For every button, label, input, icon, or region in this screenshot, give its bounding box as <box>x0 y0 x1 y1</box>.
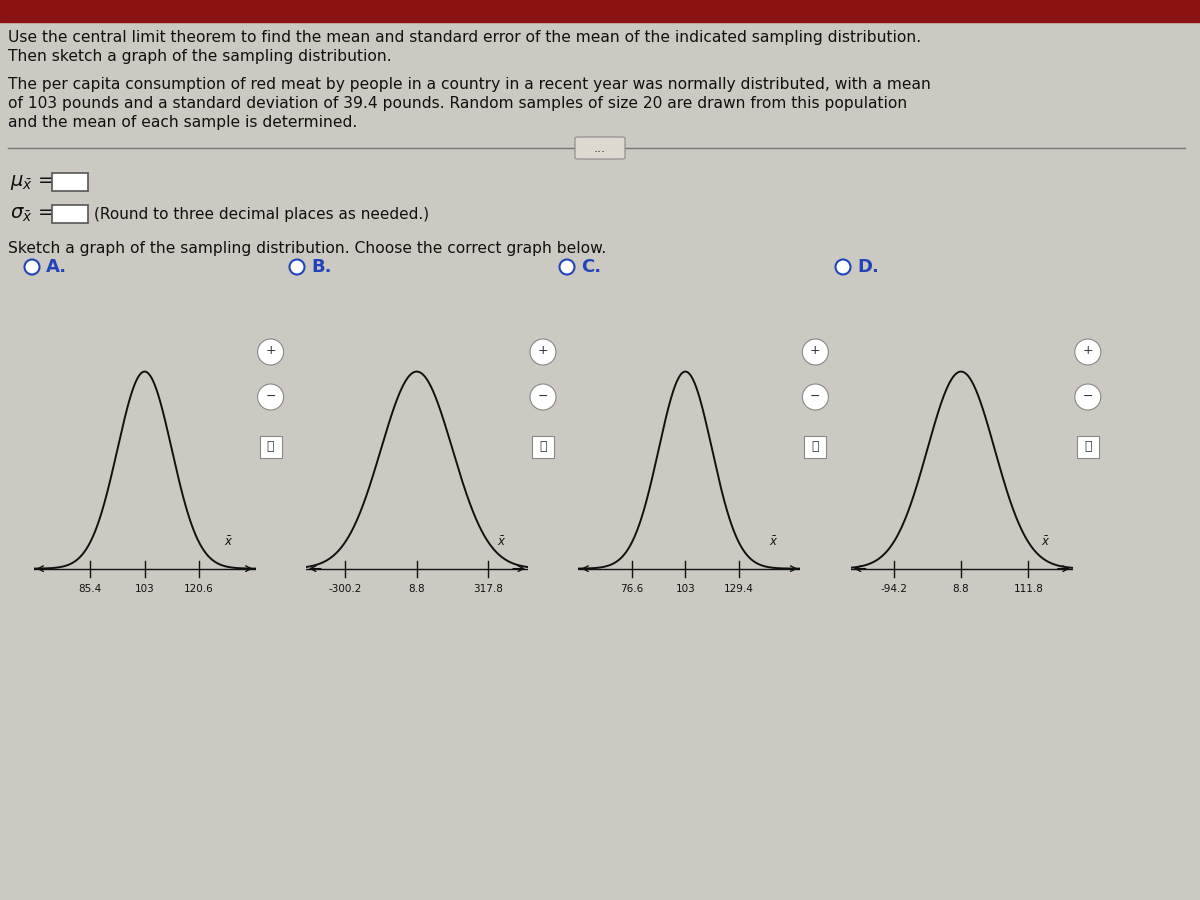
Circle shape <box>258 384 283 410</box>
Bar <box>0 0 1200 22</box>
Text: +: + <box>810 345 821 357</box>
Circle shape <box>1075 384 1100 410</box>
Text: C.: C. <box>581 258 601 276</box>
Text: Use the central limit theorem to find the mean and standard error of the mean of: Use the central limit theorem to find th… <box>8 30 922 45</box>
Circle shape <box>530 384 556 410</box>
Bar <box>1076 436 1099 458</box>
Circle shape <box>289 259 305 274</box>
Text: D.: D. <box>857 258 878 276</box>
Bar <box>52 205 88 223</box>
Text: ...: ... <box>594 141 606 155</box>
Text: -94.2: -94.2 <box>881 584 907 594</box>
Text: 76.6: 76.6 <box>620 584 643 594</box>
Text: of 103 pounds and a standard deviation of 39.4 pounds. Random samples of size 20: of 103 pounds and a standard deviation o… <box>8 96 907 111</box>
Text: ⧉: ⧉ <box>811 440 820 454</box>
Text: 129.4: 129.4 <box>724 584 754 594</box>
Text: ⧉: ⧉ <box>1084 440 1092 454</box>
Text: The per capita consumption of red meat by people in a country in a recent year w: The per capita consumption of red meat b… <box>8 77 931 92</box>
Circle shape <box>24 259 40 274</box>
Text: B.: B. <box>311 258 331 276</box>
Text: -300.2: -300.2 <box>329 584 362 594</box>
Text: Then sketch a graph of the sampling distribution.: Then sketch a graph of the sampling dist… <box>8 49 391 64</box>
Text: 111.8: 111.8 <box>1013 584 1043 594</box>
Text: −: − <box>810 390 821 402</box>
Bar <box>532 436 554 458</box>
Text: (Round to three decimal places as needed.): (Round to three decimal places as needed… <box>94 206 430 221</box>
Bar <box>52 173 88 191</box>
Text: 85.4: 85.4 <box>79 584 102 594</box>
Bar <box>804 436 827 458</box>
Text: +: + <box>265 345 276 357</box>
Text: $\bar{x}$: $\bar{x}$ <box>769 536 779 549</box>
Text: 120.6: 120.6 <box>184 584 214 594</box>
Text: −: − <box>1082 390 1093 402</box>
Text: +: + <box>1082 345 1093 357</box>
Text: $\sigma_{\bar{x}}$ =: $\sigma_{\bar{x}}$ = <box>10 204 54 223</box>
Text: 317.8: 317.8 <box>473 584 503 594</box>
Text: ⧉: ⧉ <box>539 440 547 454</box>
Text: −: − <box>265 390 276 402</box>
Text: ⧉: ⧉ <box>266 440 275 454</box>
Circle shape <box>530 339 556 365</box>
Text: $\bar{x}$: $\bar{x}$ <box>224 536 234 549</box>
Bar <box>259 436 282 458</box>
Circle shape <box>258 339 283 365</box>
Text: +: + <box>538 345 548 357</box>
Text: $\bar{x}$: $\bar{x}$ <box>497 536 506 549</box>
FancyBboxPatch shape <box>575 137 625 159</box>
Text: and the mean of each sample is determined.: and the mean of each sample is determine… <box>8 115 358 130</box>
Text: Sketch a graph of the sampling distribution. Choose the correct graph below.: Sketch a graph of the sampling distribut… <box>8 241 606 256</box>
Text: 103: 103 <box>134 584 155 594</box>
Text: $\mu_{\bar{x}}$ =: $\mu_{\bar{x}}$ = <box>10 173 54 192</box>
Text: 8.8: 8.8 <box>408 584 425 594</box>
Circle shape <box>1075 339 1100 365</box>
Text: −: − <box>538 390 548 402</box>
Circle shape <box>803 339 828 365</box>
Text: 8.8: 8.8 <box>953 584 970 594</box>
Text: A.: A. <box>46 258 67 276</box>
Text: 103: 103 <box>676 584 695 594</box>
Circle shape <box>803 384 828 410</box>
Circle shape <box>559 259 575 274</box>
Text: $\bar{x}$: $\bar{x}$ <box>1042 536 1051 549</box>
Circle shape <box>835 259 851 274</box>
